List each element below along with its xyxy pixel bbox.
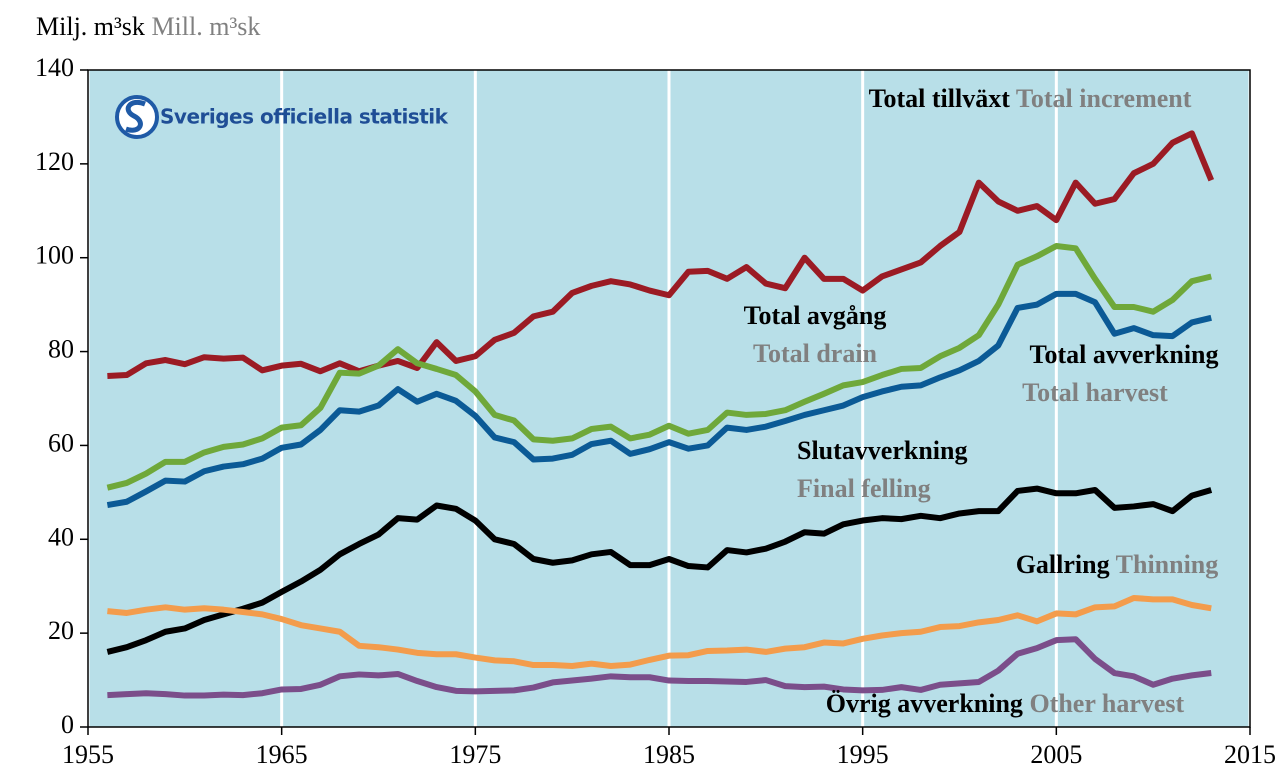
y-axis-label: Milj. m³sk Mill. m³sk [36,12,260,41]
series-label-sv: Gallring [1016,550,1110,579]
series-label: Gallring Thinning [1016,550,1219,579]
series-label: Total avgång [744,301,887,330]
x-tick-label: 1965 [256,740,308,769]
x-tick-label: 1995 [837,740,889,769]
y-tick-label: 100 [35,241,74,270]
series-label: Övrig avverkning Other harvest [826,689,1185,718]
x-tick-label: 1985 [643,740,695,769]
series-label-sv: Total tillväxt [869,84,1011,113]
series-label-en: Other harvest [1029,689,1184,718]
y-tick-label: 80 [48,335,74,364]
plot-frame [87,69,1251,728]
series-line [106,290,1212,508]
y-tick-label: 120 [35,147,74,176]
series-line [106,242,1212,491]
logo-text: Sveriges officiella statistik [160,105,449,129]
series-line [107,130,1215,379]
x-tick-label: 1975 [449,740,501,769]
logo-s [125,100,146,133]
series-line [107,636,1212,699]
y-tick-label: 60 [48,428,74,457]
series-label-en: Total harvest [1022,378,1168,407]
series-label-en: Thinning [1116,550,1219,579]
series-label-sv: Övrig avverkning [826,689,1023,718]
y-label-en: Mill. m³sk [151,12,260,41]
x-tick-label: 2005 [1030,740,1082,769]
x-tick-label: 1955 [62,740,114,769]
series-label: Slutavverkning [797,436,968,465]
y-label-sv: Milj. m³sk [36,12,145,41]
series-label-en: Total increment [1016,84,1192,113]
y-tick-label: 40 [48,522,74,551]
series-line [107,594,1212,669]
plot-area [86,70,1252,727]
series-label: Total avverkning [1029,340,1218,369]
series-label-en: Total drain [753,339,878,368]
y-tick-label: 0 [61,710,74,739]
series-line [106,485,1213,655]
series-label: Total tillväxt Total increment [869,84,1192,113]
series-label-en: Final felling [797,474,931,503]
y-tick-label: 140 [35,53,74,82]
y-tick-label: 20 [48,616,74,645]
x-tick-label: 2015 [1224,740,1276,769]
logo: Sveriges officiella statistik [115,95,449,139]
